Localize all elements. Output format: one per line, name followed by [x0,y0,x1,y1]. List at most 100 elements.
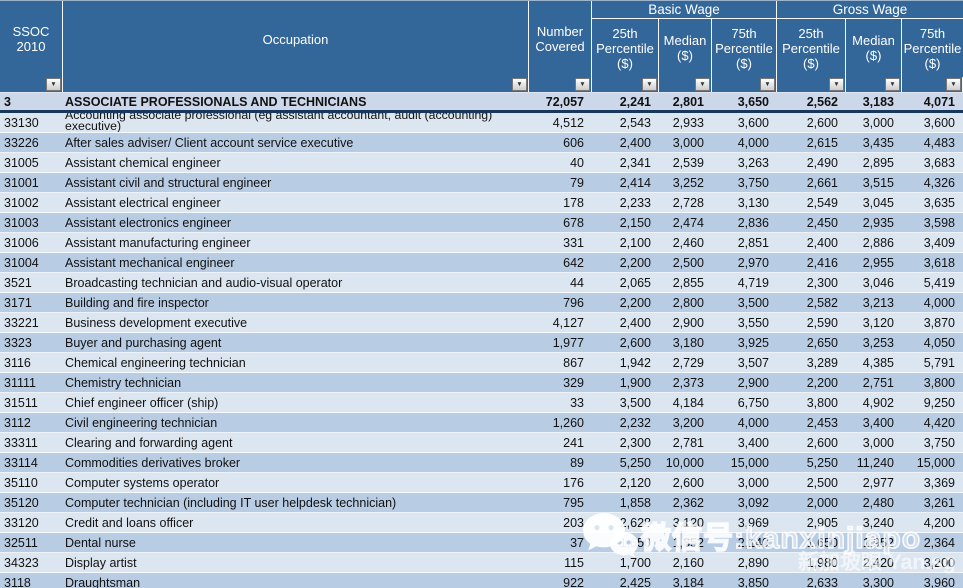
covered-cell[interactable]: 796 [563,295,584,310]
basic-p75-cell[interactable]: 2,900 [737,375,769,390]
gross-median-cell[interactable]: 2,935 [862,215,894,230]
basic-median-cell[interactable]: 2,474 [672,215,704,230]
gross-median-cell[interactable]: 2,480 [862,495,894,510]
basic-median-cell[interactable]: 3,120 [672,515,704,530]
gross-p75-cell[interactable]: 3,800 [923,375,955,390]
gross-p25-cell[interactable]: 2,453 [806,415,838,430]
gross-median-cell[interactable]: 4,902 [862,395,894,410]
basic-median-cell[interactable]: 2,160 [672,555,704,570]
gross-p25-cell[interactable]: 2,416 [806,255,838,270]
gross-median-cell[interactable]: 3,046 [862,275,894,290]
basic-median-cell[interactable]: 2,373 [672,375,704,390]
ssoc-code-cell[interactable]: 33311 [4,435,38,450]
ssoc-code-cell[interactable]: 3521 [4,275,32,290]
occupation-cell[interactable]: ASSOCIATE PROFESSIONALS AND TECHNICIANS [65,94,367,109]
gross-p75-cell[interactable]: 4,420 [923,415,955,430]
gross-p25-cell[interactable]: 2,549 [806,195,838,210]
basic-p25-cell[interactable]: 2,400 [619,315,651,330]
occupation-cell[interactable]: Assistant civil and structural engineer [65,175,272,190]
occupation-cell[interactable]: Business development executive [65,315,248,330]
gross-p75-cell[interactable]: 3,600 [923,115,955,130]
ssoc-code-cell[interactable]: 33114 [4,455,38,470]
ssoc-code-cell[interactable]: 31003 [4,215,39,230]
basic-median-cell[interactable]: 2,855 [672,275,704,290]
ssoc-code-cell[interactable]: 34323 [4,555,39,570]
basic-median-cell[interactable]: 3,180 [672,335,704,350]
occupation-cell[interactable]: Broadcasting technician and audio-visual… [65,275,343,290]
gross-p25-cell[interactable]: 1,650 [806,535,838,550]
gross-p25-cell[interactable]: 2,600 [806,435,838,450]
gross-p75-cell[interactable]: 4,326 [923,175,955,190]
filter-button-gross-p75[interactable]: ▼ [946,78,961,91]
gross-median-cell[interactable]: 2,955 [862,255,894,270]
occupation-cell[interactable]: Dental nurse [65,535,136,550]
basic-p25-cell[interactable]: 5,250 [619,455,651,470]
basic-p75-cell[interactable]: 3,500 [737,295,769,310]
ssoc-code-cell[interactable]: 32511 [4,535,38,550]
gross-median-cell[interactable]: 3,120 [862,315,894,330]
ssoc-code-cell[interactable]: 31001 [4,175,39,190]
filter-button-occupation[interactable]: ▼ [512,78,527,91]
gross-median-cell[interactable]: 3,183 [862,94,894,109]
basic-p25-cell[interactable]: 2,200 [619,255,651,270]
gross-median-cell[interactable]: 2,886 [862,235,894,250]
gross-median-cell[interactable]: 3,300 [862,575,894,588]
gross-p75-cell[interactable]: 5,419 [923,275,955,290]
filter-button-ssoc[interactable]: ▼ [46,78,61,91]
basic-p75-cell[interactable]: 3,263 [737,155,769,170]
gross-p75-cell[interactable]: 3,960 [923,575,955,588]
gross-p75-cell[interactable]: 3,409 [923,235,955,250]
gross-p25-cell[interactable]: 2,615 [806,135,838,150]
basic-p25-cell[interactable]: 2,543 [619,115,651,130]
gross-p75-cell[interactable]: 4,050 [923,335,955,350]
filter-button-gross-median[interactable]: ▼ [885,78,900,91]
gross-median-cell[interactable]: 3,400 [862,415,894,430]
occupation-cell[interactable]: Commodities derivatives broker [65,455,241,470]
occupation-cell[interactable]: Building and fire inspector [65,295,209,310]
gross-p25-cell[interactable]: 2,000 [806,495,838,510]
basic-p75-cell[interactable]: 3,000 [737,475,769,490]
ssoc-code-cell[interactable]: 3116 [4,355,31,370]
ssoc-code-cell[interactable]: 31511 [4,395,38,410]
basic-p75-cell[interactable]: 4,719 [737,275,769,290]
basic-p75-cell[interactable]: 2,851 [737,235,769,250]
ssoc-code-cell[interactable]: 31111 [4,375,36,390]
covered-cell[interactable]: 1,977 [552,335,584,350]
basic-p75-cell[interactable]: 3,400 [737,435,769,450]
basic-median-cell[interactable]: 3,252 [672,175,704,190]
occupation-cell[interactable]: Assistant manufacturing engineer [65,235,251,250]
basic-median-cell[interactable]: 2,801 [672,94,704,109]
basic-p25-cell[interactable]: 2,414 [619,175,651,190]
gross-median-cell[interactable]: 3,000 [862,435,894,450]
gross-p75-cell[interactable]: 3,635 [923,195,955,210]
gross-median-cell[interactable]: 3,045 [862,195,894,210]
gross-p75-cell[interactable]: 3,261 [923,495,955,510]
gross-median-cell[interactable]: 3,435 [862,135,894,150]
ssoc-code-cell[interactable]: 31002 [4,195,39,210]
basic-median-cell[interactable]: 2,729 [672,355,704,370]
basic-median-cell[interactable]: 2,800 [672,295,704,310]
basic-p75-cell[interactable]: 15,000 [730,455,769,470]
occupation-cell[interactable]: Credit and loans officer [65,515,194,530]
filter-button-basic-median[interactable]: ▼ [695,78,710,91]
basic-median-cell[interactable]: 1,852 [672,535,704,550]
gross-p25-cell[interactable]: 2,661 [806,175,838,190]
basic-median-cell[interactable]: 3,000 [672,135,704,150]
basic-p75-cell[interactable]: 3,092 [737,495,769,510]
basic-median-cell[interactable]: 4,184 [672,395,704,410]
covered-cell[interactable]: 795 [563,495,584,510]
basic-p25-cell[interactable]: 2,300 [619,435,651,450]
gross-median-cell[interactable]: 3,253 [862,335,894,350]
filter-button-basic-p75[interactable]: ▼ [760,78,775,91]
occupation-cell[interactable]: Civil engineering technician [65,415,218,430]
basic-median-cell[interactable]: 2,539 [672,155,704,170]
gross-median-cell[interactable]: 2,420 [862,555,894,570]
gross-p75-cell[interactable]: 4,200 [923,515,955,530]
filter-button-basic-p25[interactable]: ▼ [642,78,657,91]
gross-p25-cell[interactable]: 2,582 [806,295,838,310]
gross-p75-cell[interactable]: 3,598 [923,215,955,230]
gross-p75-cell[interactable]: 4,071 [923,94,955,109]
occupation-cell[interactable]: Computer technician (including IT user h… [65,495,397,510]
covered-cell[interactable]: 44 [570,275,584,290]
basic-median-cell[interactable]: 2,460 [672,235,704,250]
